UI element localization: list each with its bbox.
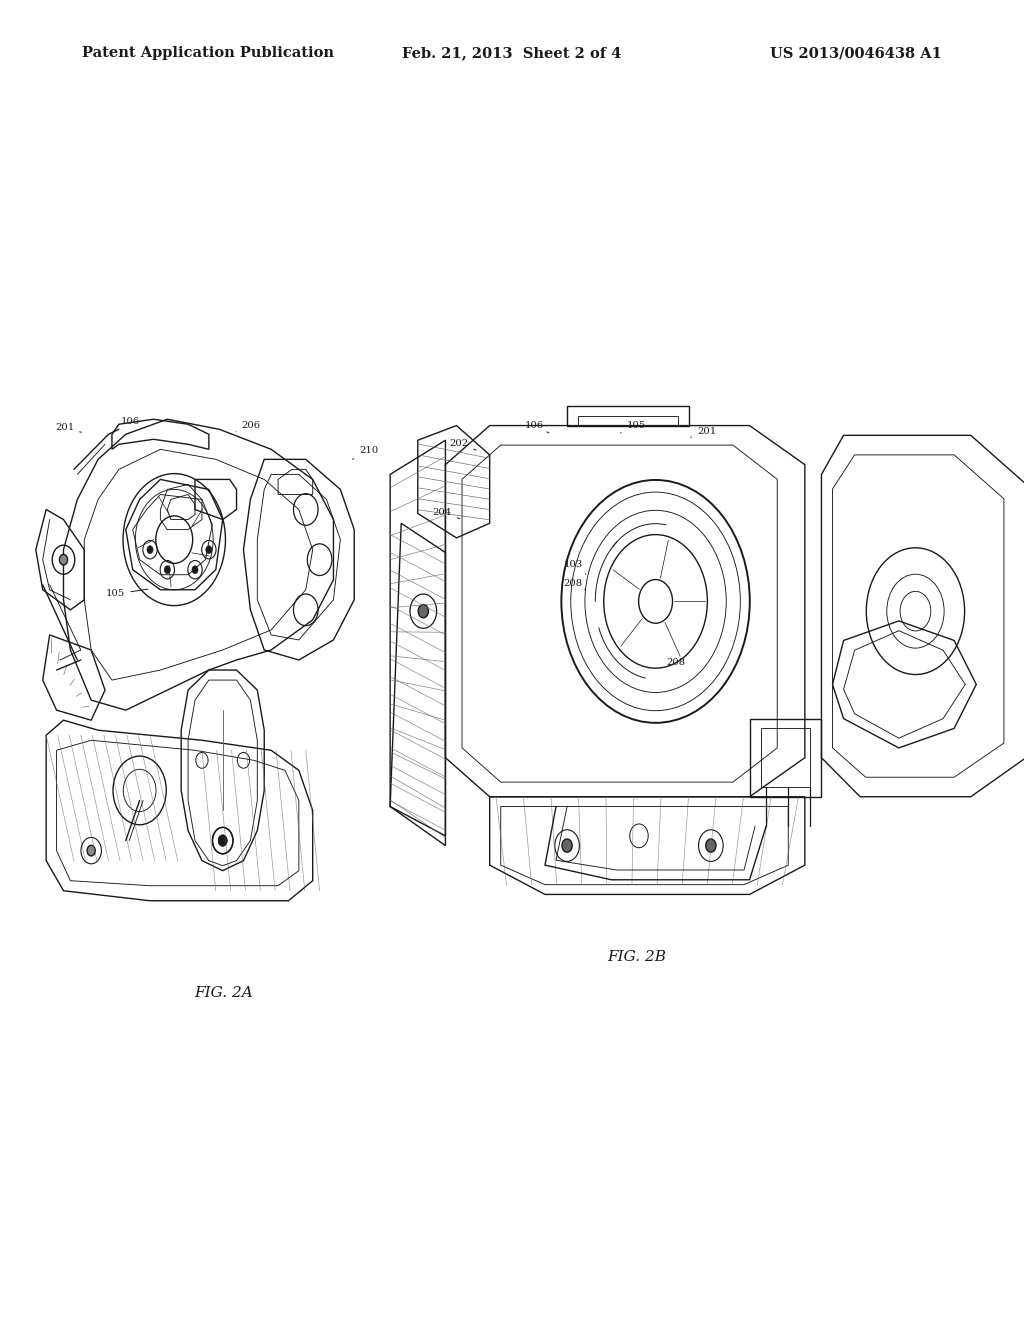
Circle shape (206, 545, 212, 553)
Text: 106: 106 (121, 417, 145, 428)
Text: 210: 210 (352, 446, 378, 459)
Text: 103: 103 (564, 561, 586, 574)
Text: 208: 208 (660, 659, 685, 668)
Circle shape (59, 554, 68, 565)
Text: 204: 204 (433, 508, 460, 519)
Text: Feb. 21, 2013  Sheet 2 of 4: Feb. 21, 2013 Sheet 2 of 4 (402, 46, 622, 61)
Circle shape (164, 566, 170, 574)
Circle shape (87, 845, 95, 855)
Text: 201: 201 (691, 428, 716, 437)
Circle shape (147, 545, 154, 553)
Circle shape (218, 836, 226, 846)
Text: FIG. 2A: FIG. 2A (194, 986, 253, 999)
Circle shape (218, 836, 226, 846)
Text: 105: 105 (621, 421, 645, 433)
Text: US 2013/0046438 A1: US 2013/0046438 A1 (770, 46, 942, 61)
Circle shape (706, 840, 716, 853)
Text: 106: 106 (525, 421, 549, 433)
Text: 202: 202 (450, 440, 476, 450)
Text: 206: 206 (236, 421, 260, 432)
Circle shape (562, 840, 572, 853)
Text: 201: 201 (55, 424, 81, 432)
Circle shape (418, 605, 428, 618)
Text: Patent Application Publication: Patent Application Publication (82, 46, 334, 61)
Text: FIG. 2B: FIG. 2B (607, 950, 667, 964)
Circle shape (191, 566, 198, 574)
Text: 208: 208 (563, 579, 586, 590)
Text: 105: 105 (106, 589, 147, 598)
